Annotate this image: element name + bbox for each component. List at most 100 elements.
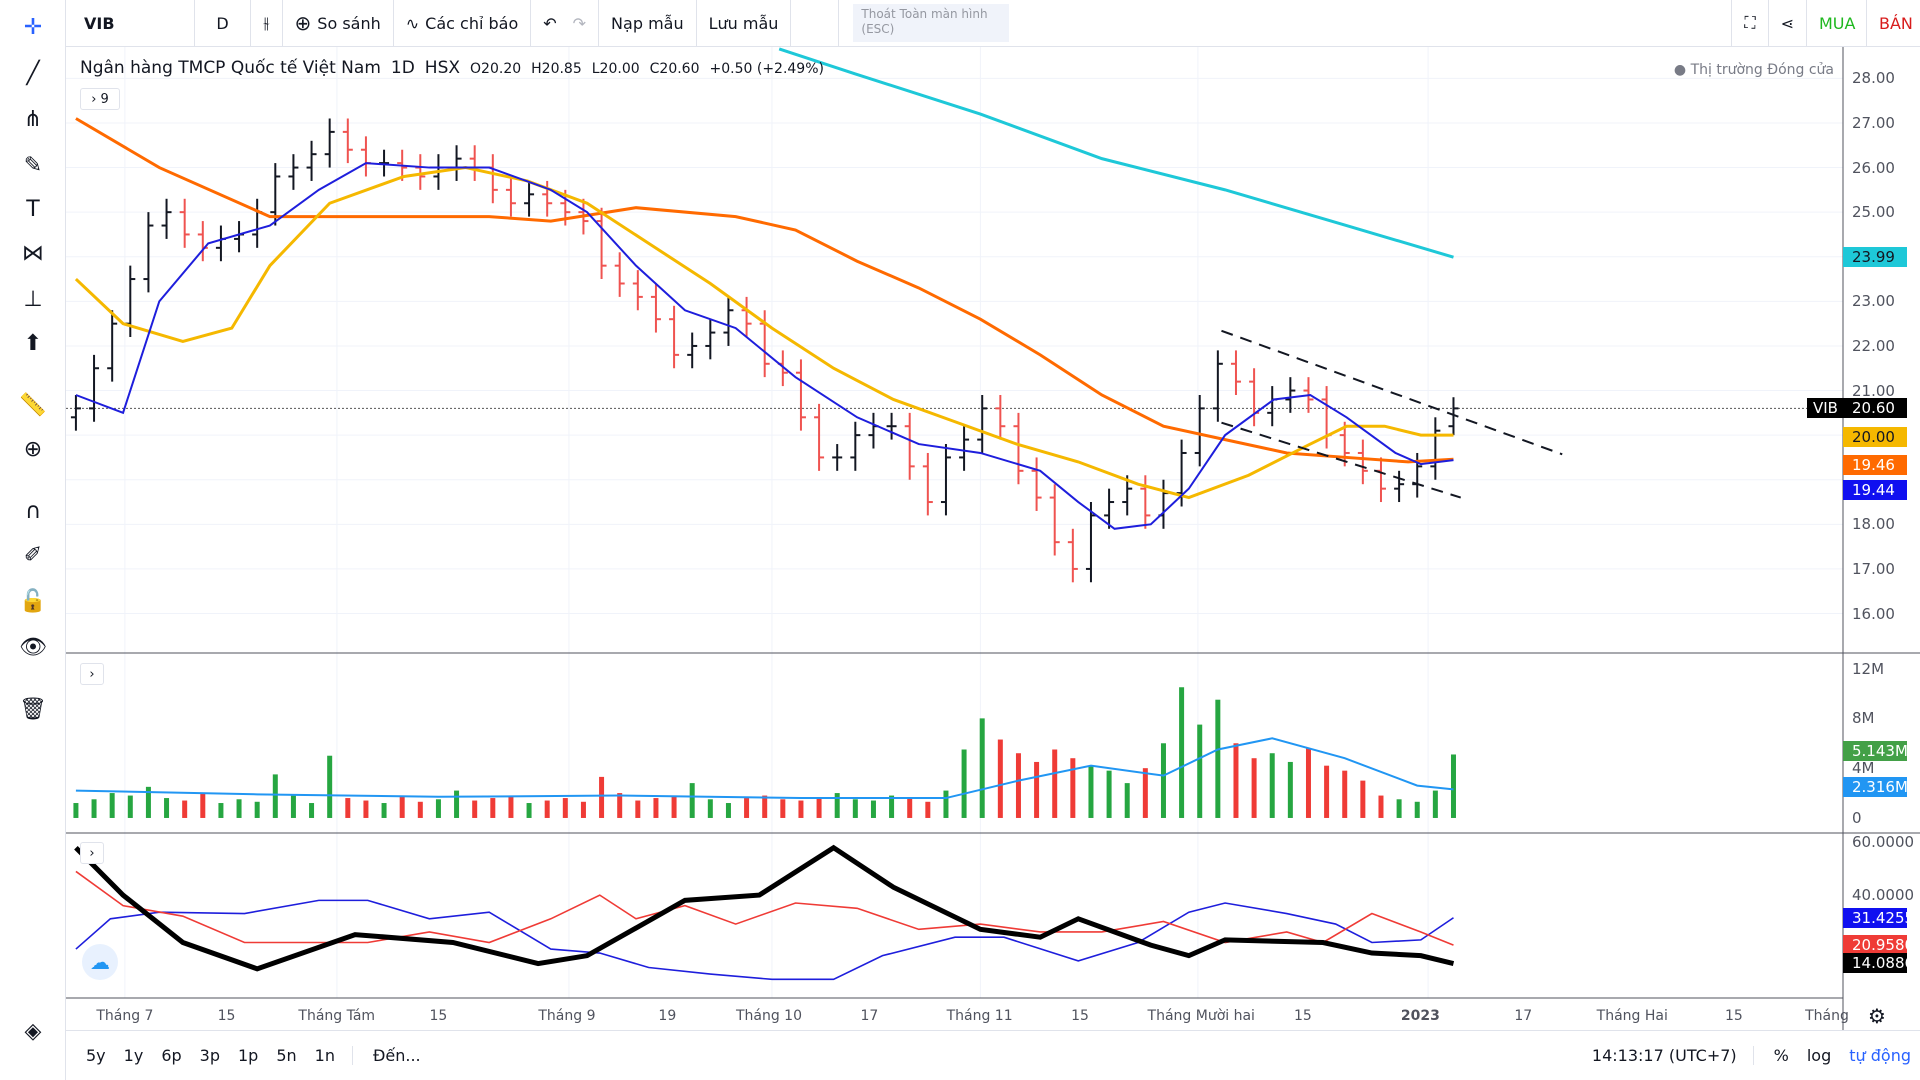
price-axis-label: 18.00 [1852, 515, 1895, 534]
range-6m[interactable]: 6p [161, 1046, 182, 1065]
volume-bar [1396, 799, 1402, 818]
volume-bar [1088, 765, 1094, 818]
volume-tag: 5.143M [1843, 740, 1908, 761]
time-axis-label: 15 [1293, 1008, 1312, 1024]
indicators-collapse-button[interactable]: › 9 [80, 88, 120, 110]
minus-di-tag: 20.9580 [1843, 935, 1914, 956]
range-1y[interactable]: 1y [123, 1046, 144, 1065]
volume-bar [526, 803, 532, 818]
log-toggle[interactable]: log [1806, 1046, 1832, 1065]
eye-icon[interactable]: 👁 [19, 634, 47, 660]
range-1d[interactable]: 1n [314, 1046, 335, 1065]
magnet-icon[interactable]: ∩ [24, 498, 42, 524]
volume-bar [508, 795, 514, 818]
percent-toggle[interactable]: % [1773, 1046, 1789, 1065]
lock-icon[interactable]: 🔓 [19, 588, 47, 614]
volume-bar [1342, 770, 1348, 818]
trend-channel-line [1221, 421, 1462, 499]
legend-low: L20.00 [591, 61, 640, 77]
bar-style-button[interactable]: ⫳ [251, 0, 283, 47]
osc-pane-expand-button[interactable]: › [80, 842, 104, 864]
exit-fullscreen-button[interactable]: Thoát Toàn màn hình (ESC) [853, 4, 1010, 42]
pitchfork-icon[interactable]: ⋔ [23, 106, 43, 132]
fullscreen-button[interactable]: ⛶ [1731, 0, 1767, 47]
volume-bar [943, 790, 949, 818]
compare-button[interactable]: ⊕ So sánh [283, 0, 394, 47]
text-icon[interactable]: T [26, 196, 40, 222]
time-axis-label: Tháng [1805, 1008, 1849, 1024]
symbol-search[interactable]: VIB [66, 0, 195, 47]
settings-gear-icon[interactable]: ⚙ [1868, 1004, 1886, 1028]
volume-bar [381, 803, 387, 818]
redo-icon[interactable]: ↷ [572, 13, 587, 33]
price-axis-label: 28.00 [1852, 69, 1895, 88]
volume-bar [580, 801, 586, 818]
undo-icon[interactable]: ↶ [543, 13, 557, 33]
volume-bar [979, 718, 985, 818]
layers-icon[interactable]: ◈ [24, 1018, 42, 1044]
range-1m[interactable]: 1p [238, 1046, 259, 1065]
volume-bar [309, 803, 315, 818]
projection-icon[interactable]: ⊥ [23, 286, 43, 312]
volume-bar [73, 803, 79, 818]
interval-button[interactable]: D [195, 0, 251, 47]
top-toolbar: VIB D ⫳ ⊕ So sánh ∿ Các chỉ báo ↶ ↷ Nạp mẫu… [66, 0, 1920, 47]
market-status-text: Thị trường Đóng cửa [1690, 62, 1834, 78]
volume-bar [290, 795, 296, 818]
tradingview-logo-icon[interactable]: ☁ [82, 944, 118, 980]
volume-bar [834, 793, 840, 818]
volume-axis-label: 4M [1852, 759, 1875, 778]
volume-bar [1179, 687, 1185, 818]
auto-scale-toggle[interactable]: tự động [1849, 1046, 1911, 1065]
price-axis-label: 21.00 [1852, 381, 1895, 400]
range-3m[interactable]: 3p [199, 1046, 220, 1065]
price-axis-label: 25.00 [1852, 203, 1895, 222]
arrow-up-icon[interactable]: ⬆ [23, 330, 43, 356]
goto-date-button[interactable]: Đến... [352, 1046, 430, 1065]
brush-icon[interactable]: ✎ [23, 152, 43, 178]
pattern-icon[interactable]: ⋈ [22, 240, 44, 266]
volume-bar [1414, 801, 1420, 818]
load-template-button[interactable]: Nạp mẫu [599, 0, 697, 47]
crosshair-icon[interactable]: ✛ [23, 14, 43, 40]
volume-pane-expand-button[interactable]: › [80, 663, 104, 685]
volume-bar [1432, 790, 1438, 818]
trendline-icon[interactable]: ╱ [26, 60, 40, 86]
legend-close: C20.60 [649, 61, 700, 77]
volume-bar [599, 776, 605, 818]
time-axis-label: 19 [658, 1008, 677, 1024]
undo-redo: ↶ ↷ [531, 0, 600, 47]
volume-bar [454, 790, 460, 818]
indicators-button[interactable]: ∿ Các chỉ báo [394, 0, 532, 47]
range-5d[interactable]: 5n [276, 1046, 297, 1065]
volume-bar [91, 799, 97, 818]
volume-bar [1305, 748, 1311, 818]
volume-bar [164, 798, 170, 818]
volume-bar [1324, 765, 1330, 818]
legend-high: H20.85 [531, 61, 582, 77]
ma10-price-tag: 19.44 [1843, 480, 1907, 501]
share-button[interactable]: ⋖ [1767, 0, 1806, 47]
osc-line-di [75, 899, 1454, 981]
volume-bar [272, 774, 278, 818]
zoom-in-icon[interactable]: ⊕ [23, 436, 43, 462]
price-axis-label: 17.00 [1852, 559, 1895, 578]
lock-drawing-icon[interactable]: ✐ [23, 542, 43, 568]
time-axis-label: Tháng Hai [1596, 1008, 1668, 1024]
volume-ma-tag: 2.316M [1843, 777, 1908, 798]
volume-bar [653, 798, 659, 818]
volume-bar [689, 783, 695, 818]
volume-ma-line [75, 737, 1454, 800]
volume-bar [617, 793, 623, 818]
sell-button[interactable]: BÁN [1866, 0, 1920, 47]
ma-line-ma10 [75, 162, 1454, 530]
fullscreen-icon: ⛶ [1744, 13, 1756, 32]
range-5y[interactable]: 5y [86, 1046, 106, 1065]
save-template-button[interactable]: Lưu mẫu [697, 0, 792, 47]
ruler-icon[interactable]: 📏 [19, 392, 47, 418]
trash-icon[interactable]: 🗑 [19, 696, 47, 722]
volume-bar [327, 755, 333, 818]
buy-button[interactable]: MUA [1806, 0, 1866, 47]
drawing-toolbar: ✛ ╱ ⋔ ✎ T ⋈ ⊥ ⬆ 📏 ⊕ ∩ ✐ 🔓 👁 🗑 ◈ [0, 0, 66, 1080]
